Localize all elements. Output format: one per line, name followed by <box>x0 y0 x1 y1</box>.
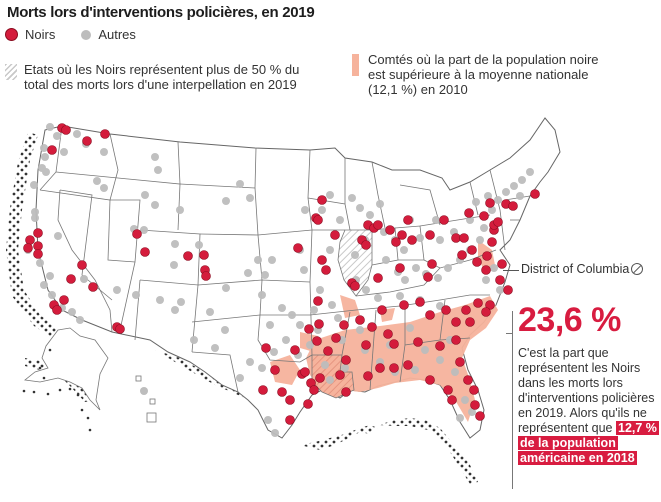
gray-dot <box>80 275 88 283</box>
black-death-dots <box>23 123 540 425</box>
dc-leader-line <box>503 270 519 271</box>
hatch-swatch-icon <box>5 64 17 80</box>
callout-text-body: C'est la part que représentent les Noirs… <box>518 346 655 435</box>
alaska-outline <box>24 327 109 411</box>
legend-pink: Comtés où la part de la population noire… <box>352 52 608 97</box>
callout-highlight: 12,7 % de la population américaine en 20… <box>518 421 659 465</box>
legend-dots: Noirs Autres <box>5 27 136 42</box>
legend-hatch: Etats où les Noirs représentent plus de … <box>5 62 314 92</box>
dc-label: District of Columbia <box>521 262 644 276</box>
callout-text: C'est la part que représentent les Noirs… <box>518 346 661 466</box>
legend-others-label: Autres <box>98 27 136 42</box>
gray-dot-icon <box>81 29 92 40</box>
callout-bracket <box>506 311 519 489</box>
pink-swatch-icon <box>352 54 359 76</box>
legend-hatch-label: Etats où les Noirs représentent plus de … <box>24 62 300 92</box>
red-dot-icon <box>5 28 18 41</box>
red-dot <box>66 274 76 284</box>
hawaii-islands <box>135 375 157 423</box>
us-outline <box>35 117 561 439</box>
state-borders <box>39 125 531 393</box>
legend-black-label: Noirs <box>25 27 56 42</box>
us-map <box>6 117 561 484</box>
map-title: Morts lors d'interventions policières, e… <box>7 4 315 21</box>
gray-dot <box>140 387 148 395</box>
big-stat: 23,6 % <box>518 301 621 339</box>
dc-hatch-circle-icon <box>631 263 644 275</box>
legend-pink-label: Comtés où la part de la population noire… <box>368 52 599 97</box>
dc-label-text: District of Columbia <box>521 262 630 276</box>
alaska-coast-dots <box>22 348 92 432</box>
